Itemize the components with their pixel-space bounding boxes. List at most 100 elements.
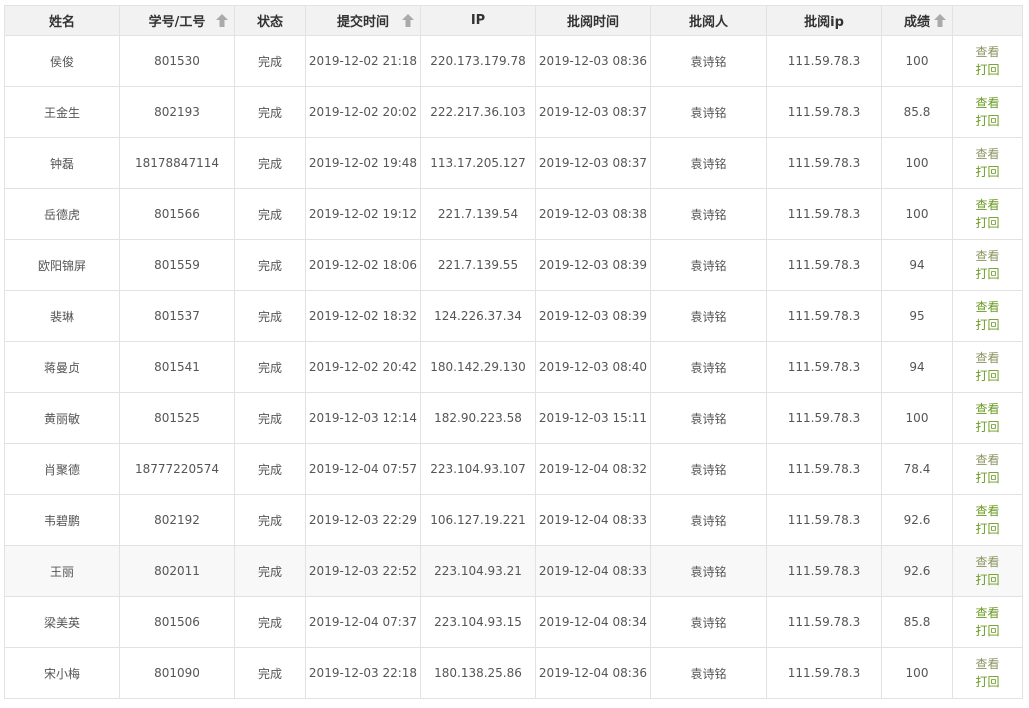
cell-status: 完成 bbox=[234, 290, 306, 342]
cell-review-time: 2019-12-03 08:38 bbox=[535, 188, 651, 240]
header-submit-time[interactable]: 提交时间 bbox=[305, 5, 421, 36]
cell-submit-time: 2019-12-02 19:12 bbox=[305, 188, 421, 240]
cell-status: 完成 bbox=[234, 239, 306, 291]
cell-name: 梁美英 bbox=[4, 596, 120, 648]
cell-submit-time: 2019-12-02 18:06 bbox=[305, 239, 421, 291]
cell-actions: 查看 打回 bbox=[952, 341, 1023, 393]
cell-submit-time: 2019-12-03 22:18 bbox=[305, 647, 421, 699]
cell-status: 完成 bbox=[234, 647, 306, 699]
reject-link[interactable]: 打回 bbox=[975, 471, 1000, 485]
reject-link[interactable]: 打回 bbox=[975, 318, 1000, 332]
view-link[interactable]: 查看 bbox=[975, 249, 1000, 263]
cell-reviewer: 袁诗铭 bbox=[650, 290, 767, 342]
submissions-table: 姓名 学号/工号 状态 提交时间 IP 批阅时间 批阅人 批阅ip 成绩 侯俊 801530 完成 2… bbox=[4, 5, 1023, 699]
cell-status: 完成 bbox=[234, 443, 306, 495]
cell-id: 801090 bbox=[119, 647, 235, 699]
view-link[interactable]: 查看 bbox=[975, 96, 1000, 110]
cell-id: 18178847114 bbox=[119, 137, 235, 189]
view-link[interactable]: 查看 bbox=[975, 45, 1000, 59]
cell-status: 完成 bbox=[234, 341, 306, 393]
reject-link[interactable]: 打回 bbox=[975, 114, 1000, 128]
cell-ip: 221.7.139.55 bbox=[420, 239, 536, 291]
cell-actions: 查看 打回 bbox=[952, 137, 1023, 189]
table-row: 宋小梅 801090 完成 2019-12-03 22:18 180.138.25.86… bbox=[4, 647, 1023, 699]
sort-up-arrow-icon[interactable] bbox=[402, 14, 414, 27]
header-name: 姓名 bbox=[4, 5, 120, 36]
reject-link[interactable]: 打回 bbox=[975, 420, 1000, 434]
cell-submit-time: 2019-12-02 20:02 bbox=[305, 86, 421, 138]
cell-name: 韦碧鹏 bbox=[4, 494, 120, 546]
cell-score: 78.4 bbox=[881, 443, 953, 495]
cell-ip: 180.138.25.86 bbox=[420, 647, 536, 699]
cell-ip: 220.173.179.78 bbox=[420, 35, 536, 87]
cell-ip: 180.142.29.130 bbox=[420, 341, 536, 393]
cell-status: 完成 bbox=[234, 188, 306, 240]
view-link[interactable]: 查看 bbox=[975, 147, 1000, 161]
cell-reviewer: 袁诗铭 bbox=[650, 443, 767, 495]
cell-ip: 221.7.139.54 bbox=[420, 188, 536, 240]
cell-submit-time: 2019-12-03 22:52 bbox=[305, 545, 421, 597]
cell-ip: 223.104.93.15 bbox=[420, 596, 536, 648]
table-row: 侯俊 801530 完成 2019-12-02 21:18 220.173.179.78… bbox=[4, 35, 1023, 87]
cell-review-time: 2019-12-04 08:33 bbox=[535, 545, 651, 597]
cell-submit-time: 2019-12-03 12:14 bbox=[305, 392, 421, 444]
sort-up-arrow-icon[interactable] bbox=[216, 14, 228, 27]
cell-submit-time: 2019-12-04 07:57 bbox=[305, 443, 421, 495]
header-actions bbox=[952, 5, 1023, 36]
reject-link[interactable]: 打回 bbox=[975, 216, 1000, 230]
table-row: 王丽 802011 完成 2019-12-03 22:52 223.104.93.21 2… bbox=[4, 545, 1023, 597]
header-review-time: 批阅时间 bbox=[535, 5, 651, 36]
reject-link[interactable]: 打回 bbox=[975, 63, 1000, 77]
reject-link[interactable]: 打回 bbox=[975, 624, 1000, 638]
cell-name: 裴琳 bbox=[4, 290, 120, 342]
table-row: 黄丽敏 801525 完成 2019-12-03 12:14 182.90.223.58… bbox=[4, 392, 1023, 444]
cell-score: 92.6 bbox=[881, 494, 953, 546]
cell-actions: 查看 打回 bbox=[952, 647, 1023, 699]
sort-up-arrow-icon[interactable] bbox=[934, 14, 946, 27]
cell-score: 100 bbox=[881, 392, 953, 444]
reject-link[interactable]: 打回 bbox=[975, 573, 1000, 587]
view-link[interactable]: 查看 bbox=[975, 504, 1000, 518]
cell-id: 18777220574 bbox=[119, 443, 235, 495]
cell-review-ip: 111.59.78.3 bbox=[766, 137, 882, 189]
cell-review-ip: 111.59.78.3 bbox=[766, 392, 882, 444]
header-id[interactable]: 学号/工号 bbox=[119, 5, 235, 36]
cell-name: 钟磊 bbox=[4, 137, 120, 189]
view-link[interactable]: 查看 bbox=[975, 606, 1000, 620]
cell-score: 95 bbox=[881, 290, 953, 342]
cell-name: 侯俊 bbox=[4, 35, 120, 87]
reject-link[interactable]: 打回 bbox=[975, 165, 1000, 179]
cell-status: 完成 bbox=[234, 545, 306, 597]
view-link[interactable]: 查看 bbox=[975, 351, 1000, 365]
cell-submit-time: 2019-12-02 20:42 bbox=[305, 341, 421, 393]
view-link[interactable]: 查看 bbox=[975, 453, 1000, 467]
reject-link[interactable]: 打回 bbox=[975, 369, 1000, 383]
cell-status: 完成 bbox=[234, 86, 306, 138]
view-link[interactable]: 查看 bbox=[975, 555, 1000, 569]
view-link[interactable]: 查看 bbox=[975, 657, 1000, 671]
cell-review-time: 2019-12-03 08:39 bbox=[535, 239, 651, 291]
reject-link[interactable]: 打回 bbox=[975, 675, 1000, 689]
view-link[interactable]: 查看 bbox=[975, 198, 1000, 212]
reject-link[interactable]: 打回 bbox=[975, 522, 1000, 536]
cell-actions: 查看 打回 bbox=[952, 188, 1023, 240]
table-row: 岳德虎 801566 完成 2019-12-02 19:12 221.7.139.54 2… bbox=[4, 188, 1023, 240]
header-score[interactable]: 成绩 bbox=[881, 5, 953, 36]
cell-review-time: 2019-12-03 08:40 bbox=[535, 341, 651, 393]
view-link[interactable]: 查看 bbox=[975, 402, 1000, 416]
cell-id: 801537 bbox=[119, 290, 235, 342]
cell-name: 蒋曼贞 bbox=[4, 341, 120, 393]
view-link[interactable]: 查看 bbox=[975, 300, 1000, 314]
header-label: 批阅人 bbox=[688, 15, 728, 30]
cell-reviewer: 袁诗铭 bbox=[650, 596, 767, 648]
reject-link[interactable]: 打回 bbox=[975, 267, 1000, 281]
cell-score: 100 bbox=[881, 647, 953, 699]
cell-id: 802193 bbox=[119, 86, 235, 138]
header-ip: IP bbox=[420, 5, 536, 36]
cell-name: 王丽 bbox=[4, 545, 120, 597]
cell-actions: 查看 打回 bbox=[952, 239, 1023, 291]
table-row: 蒋曼贞 801541 完成 2019-12-02 20:42 180.142.29.13… bbox=[4, 341, 1023, 393]
cell-status: 完成 bbox=[234, 494, 306, 546]
cell-review-ip: 111.59.78.3 bbox=[766, 86, 882, 138]
cell-name: 岳德虎 bbox=[4, 188, 120, 240]
